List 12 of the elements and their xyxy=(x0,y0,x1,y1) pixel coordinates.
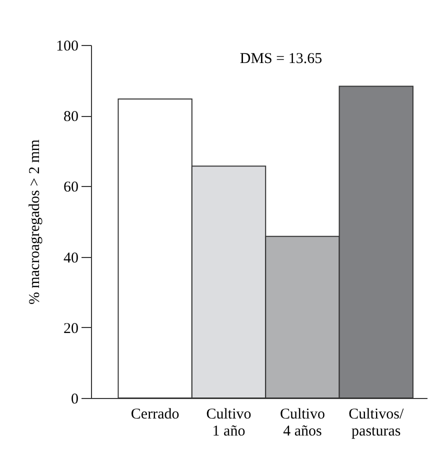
y-axis-title: % macroagregados > 2 mm xyxy=(27,139,43,305)
y-tick-label: 100 xyxy=(56,38,78,54)
x-tick-label: Cultivo 1 año xyxy=(206,406,252,440)
y-tick-label: 60 xyxy=(64,180,78,196)
x-tick-label: Cultivos/ pasturas xyxy=(348,406,404,440)
annotation: DMS = 13.65 xyxy=(240,51,322,67)
x-tick-label: Cultivo 4 años xyxy=(280,406,325,440)
y-tick-label: 0 xyxy=(71,392,78,408)
y-tick-label: 40 xyxy=(64,250,78,266)
y-tick-label: 80 xyxy=(64,109,78,126)
y-tick-label: 20 xyxy=(64,320,78,337)
x-tick-label: Cerrado xyxy=(130,406,180,422)
